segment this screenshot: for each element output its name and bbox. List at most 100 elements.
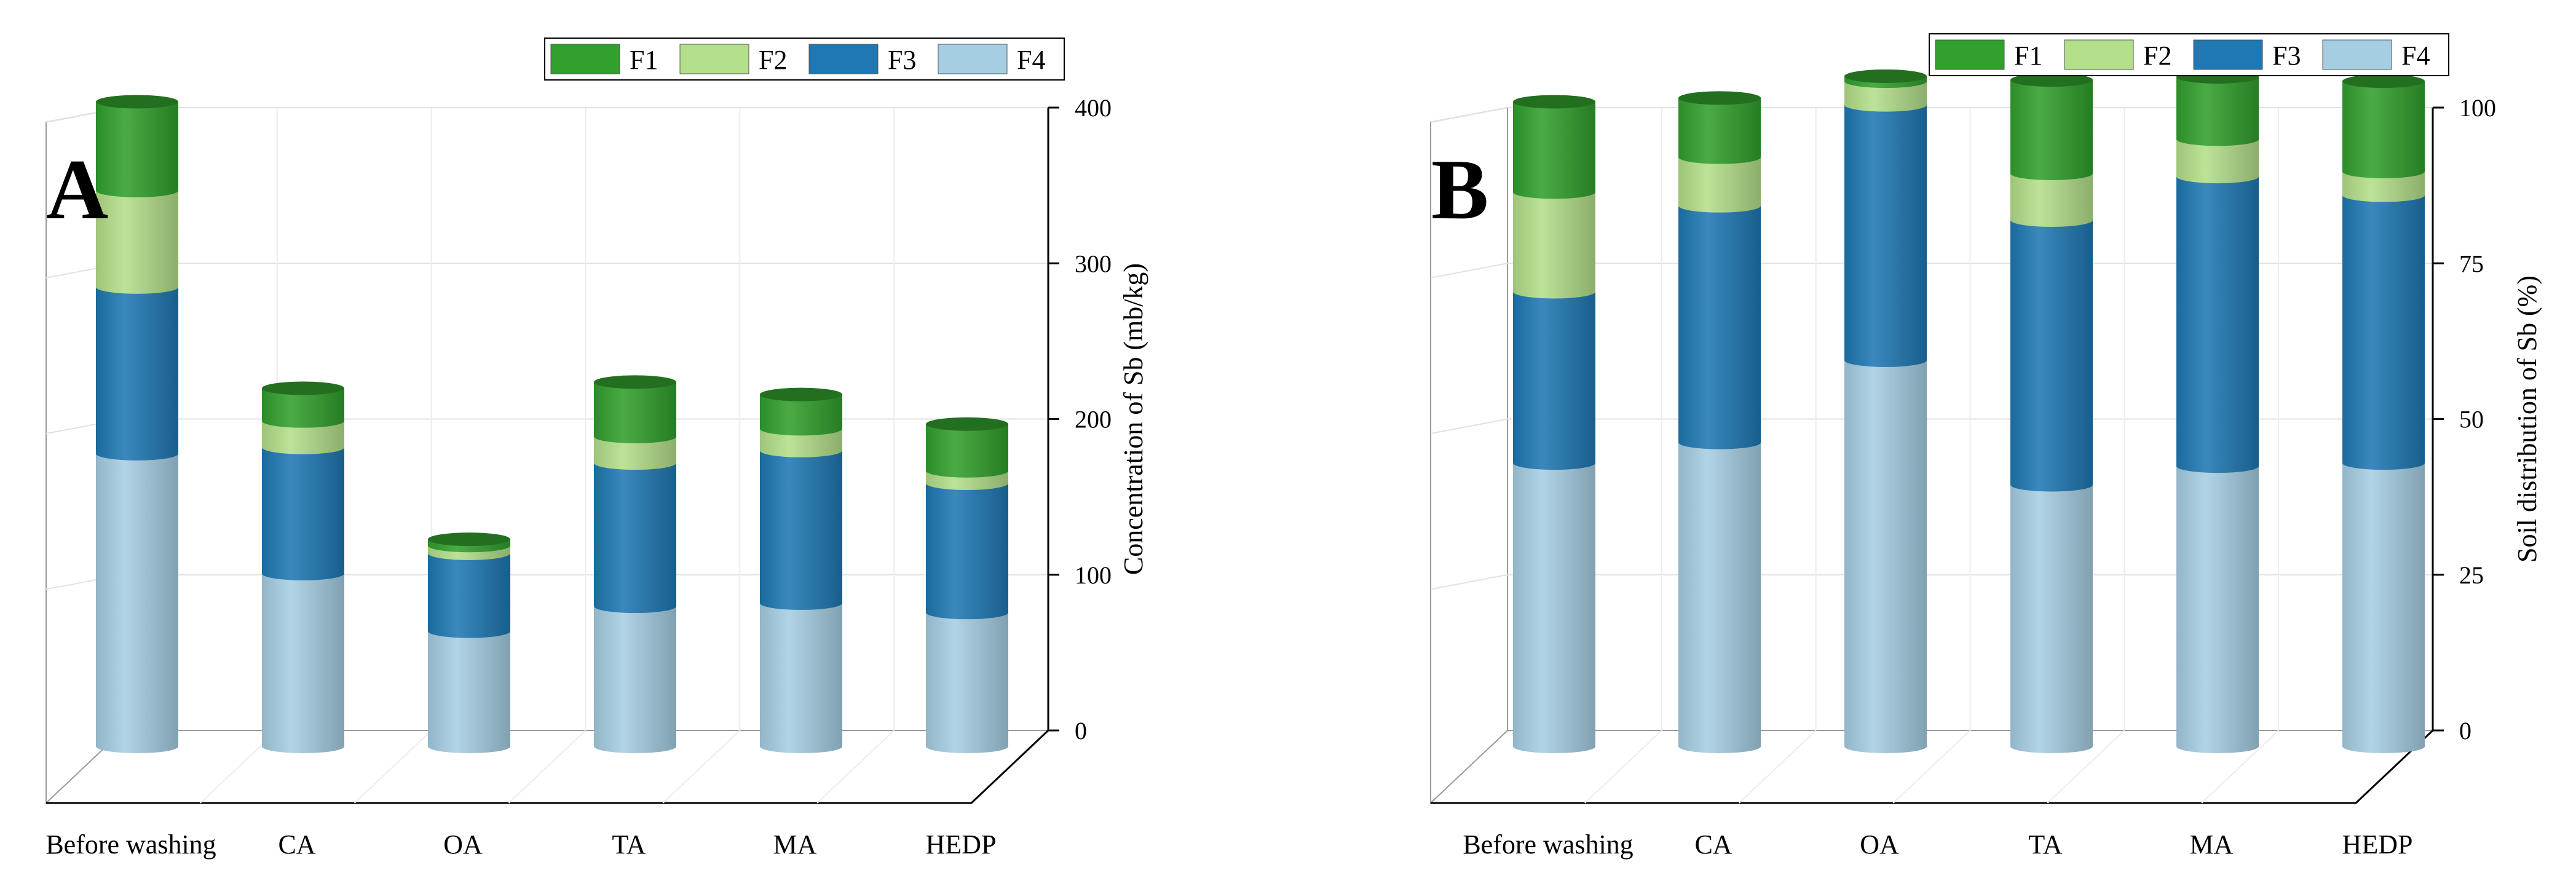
bar-segment-f4 <box>1678 442 1761 753</box>
bar-segment-f4 <box>926 612 1008 753</box>
bar-stack <box>1513 95 1595 753</box>
legend-label: F3 <box>2272 41 2301 71</box>
bar-segment-f4 <box>2176 466 2259 753</box>
bar-segment-f1 <box>760 394 842 436</box>
gridline-y-side <box>1430 574 1508 590</box>
bar-segment-f1 <box>1678 98 1761 164</box>
bar-segment-f1 <box>926 424 1008 478</box>
bar-stack <box>926 417 1008 753</box>
bar-segment-f3 <box>261 447 344 580</box>
gridline-floor <box>508 730 587 804</box>
bar-stack <box>594 375 676 753</box>
x-tick-label: CA <box>1694 829 1732 860</box>
legend-swatch-f3 <box>2193 39 2263 70</box>
bar-stack <box>1678 91 1761 753</box>
legend-swatch-f1 <box>550 44 620 74</box>
bar-segment-f2 <box>261 421 344 454</box>
gridline-floor <box>1738 730 1817 804</box>
bar-segment-f4 <box>2010 485 2093 753</box>
bar-top-cap <box>2010 73 2093 87</box>
x-tick-label: TA <box>612 829 646 860</box>
panel-a: 0 100 200 300 400 Concentration of Sb (mb/kg)… <box>45 38 1148 860</box>
y-tick-label: 100 <box>2459 94 2496 122</box>
x-tick-label: TA <box>2028 829 2062 860</box>
bar-segment-f4 <box>594 606 676 753</box>
x-tick-label: MA <box>2190 829 2234 860</box>
x-tick-label: Before washing <box>1463 829 1633 860</box>
x-tick-label: OA <box>1860 829 1899 860</box>
panel-letter: B <box>1431 142 1488 237</box>
y-axis: 0 100 200 300 400 Concentration of Sb (mb/kg) <box>1047 94 1148 745</box>
bar-segment-f4 <box>2342 463 2425 753</box>
panel-letter: A <box>46 142 108 237</box>
gridline-floor <box>2201 730 2279 804</box>
bar-stack <box>2010 73 2093 753</box>
bar-segment-f2 <box>1678 157 1761 213</box>
bar-top-cap <box>594 375 676 389</box>
x-tick-label: OA <box>443 829 483 860</box>
legend: F1 F2 F3 F4 <box>1929 33 2449 76</box>
gridlines <box>45 107 1048 804</box>
legend-label: F1 <box>2014 41 2042 71</box>
legend-swatch-f3 <box>808 44 879 74</box>
legend-label: F3 <box>888 45 916 75</box>
bar-segment-f3 <box>594 463 676 614</box>
y-tick-label: 25 <box>2459 561 2484 589</box>
bars <box>96 95 1008 753</box>
bar-segment-f3 <box>1513 291 1595 470</box>
bar-segment-f4 <box>760 603 842 753</box>
bar-segment-f3 <box>926 483 1008 620</box>
legend-label: F4 <box>1017 45 1045 75</box>
bar-segment-f4 <box>1844 360 1927 753</box>
legend-swatch-f4 <box>938 44 1008 74</box>
legend-label: F4 <box>2401 41 2430 71</box>
bar-segment-f1 <box>261 388 344 428</box>
legend-label: F1 <box>630 45 658 75</box>
x-tick-label: CA <box>278 829 315 860</box>
x-tick-label: MA <box>773 829 817 860</box>
bar-segment-f4 <box>1513 463 1595 753</box>
x-tick-label: HEDP <box>926 829 997 860</box>
bar-segment-f3 <box>96 287 178 461</box>
bar-top-cap <box>428 532 510 547</box>
gridline-y-side <box>1430 263 1508 279</box>
bar-segment-f3 <box>428 553 510 638</box>
bar-segment-f4 <box>428 631 510 753</box>
bar-stack <box>261 381 344 753</box>
bar-segment-f3 <box>1844 105 1927 367</box>
x-tick-label: Before washing <box>45 829 216 860</box>
gridline-floor <box>662 730 741 804</box>
gridline-floor <box>1584 730 1662 804</box>
y-axis: 0 25 50 75 100 Soil distribution of Sb (%) <box>2432 94 2542 745</box>
bar-top-cap <box>926 417 1008 431</box>
gridline-floor <box>354 730 432 804</box>
bar-stack <box>760 387 842 753</box>
y-tick-label: 50 <box>2459 406 2484 433</box>
bar-top-cap <box>760 387 842 402</box>
bar-segment-f4 <box>261 573 344 753</box>
y-tick-label: 200 <box>1075 406 1112 433</box>
bar-top-cap <box>1513 95 1595 109</box>
gridlines <box>1430 107 2433 804</box>
y-tick-label: 300 <box>1075 250 1112 277</box>
bar-segment-f1 <box>2342 81 2425 178</box>
y-tick-label: 75 <box>2459 250 2484 277</box>
bar-segment-f2 <box>1844 81 1927 112</box>
gridline-floor <box>816 730 895 804</box>
bar-segment-f2 <box>2176 139 2259 184</box>
bar-segment-f2 <box>2342 171 2425 202</box>
bar-segment-f2 <box>594 436 676 470</box>
gridline-floor <box>1892 730 1971 804</box>
bar-top-cap <box>96 95 178 109</box>
legend-swatch-f2 <box>2064 39 2134 70</box>
bar-segment-f2 <box>760 429 842 457</box>
bar-segment-f3 <box>2342 195 2425 470</box>
y-tick-label: 100 <box>1075 561 1112 589</box>
gridline-y-side <box>1430 418 1508 435</box>
bar-top-cap <box>262 381 344 395</box>
bar-segment-f2 <box>1513 192 1595 299</box>
bar-stack <box>428 532 510 753</box>
legend-swatch-f1 <box>1935 39 2005 70</box>
bar-segment-f3 <box>2010 220 2093 492</box>
bar-segment-f1 <box>1513 101 1595 199</box>
